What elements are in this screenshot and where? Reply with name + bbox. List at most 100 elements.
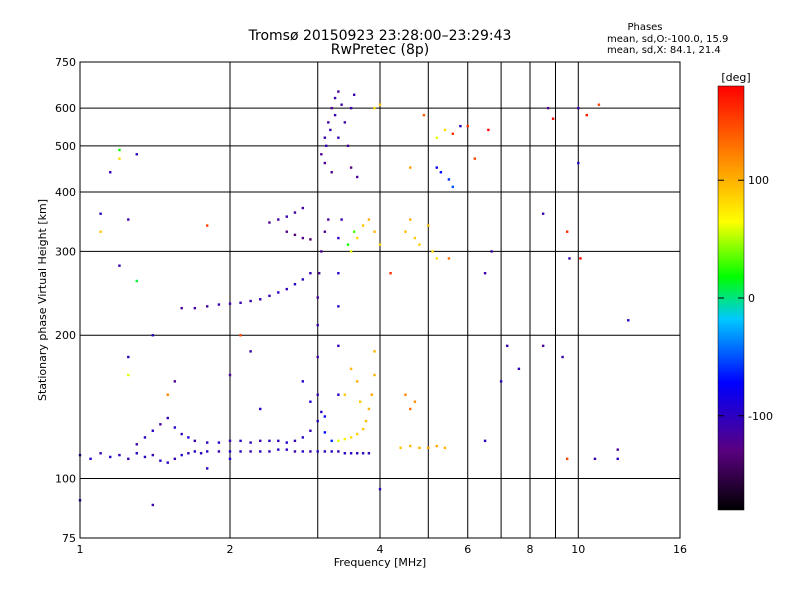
data-point [327,218,330,221]
data-point [399,446,402,450]
data-point [627,319,630,322]
data-point [346,144,350,148]
data-point [323,161,327,165]
data-point [443,446,447,450]
data-point [565,457,569,461]
data-point [337,136,340,139]
data-point [330,171,333,174]
data-point [199,452,203,455]
data-point [301,436,305,439]
data-point [337,439,340,443]
data-point [135,443,138,446]
data-point [99,452,102,455]
data-point [378,243,382,246]
data-point [389,272,392,275]
data-point [127,373,130,377]
data-point [330,450,333,453]
data-point [118,157,121,160]
data-point [205,467,209,470]
colorbar-tick-label: -100 [748,410,773,423]
data-point [151,334,155,337]
data-point [277,439,280,443]
data-point [309,400,312,403]
data-point [358,400,362,403]
data-point [316,296,319,299]
data-point [505,344,509,348]
data-point [239,450,242,453]
data-point [316,450,319,453]
data-point [323,136,327,139]
x-tick-label: 16 [673,543,687,556]
x-tick-label: 6 [464,543,471,556]
data-point [349,106,353,110]
data-point [352,93,356,96]
data-point [337,272,340,275]
data-point [316,419,319,423]
data-point [367,407,371,411]
data-point [361,224,365,227]
data-point [285,441,288,444]
data-point [217,441,221,444]
data-point [413,400,417,403]
colorbar-tick-label: 0 [748,292,755,305]
data-point [268,450,271,453]
data-point [320,250,323,253]
data-point [301,278,305,281]
data-point [367,218,371,221]
data-point [268,221,271,224]
data-point [330,439,333,443]
data-point [323,415,327,418]
data-point [349,367,353,371]
data-point [337,393,340,396]
data-point [435,444,438,448]
colorbar-ticks: 100 0 -100 [718,174,773,423]
data-point [285,287,288,291]
data-point [127,457,130,461]
data-point [409,218,412,221]
plot-frame [79,61,681,539]
data-point [293,283,297,286]
data-point [473,157,477,160]
data-point [301,450,305,453]
data-point [349,452,353,455]
data-point [427,446,430,450]
data-point [143,455,147,459]
y-tick-label: 200 [55,329,76,342]
data-point [561,355,564,359]
chart-subtitle: RwPretec (8p) [331,42,429,58]
data-point [127,218,130,221]
x-tick-label: 8 [527,543,534,556]
data-point [499,380,503,383]
data-point [293,233,297,237]
data-point [193,450,197,453]
y-tick-label: 600 [55,102,76,115]
data-point [99,230,102,233]
data-point [259,407,262,411]
data-point [239,334,242,337]
data-point [616,448,619,451]
data-point [378,103,382,106]
data-point [551,117,555,120]
data-point [330,106,333,110]
legend-line-o: mean, sd,O:-100.0, 15.9 [607,34,728,45]
data-point [418,446,421,450]
y-tick-label: 300 [55,245,76,258]
y-tick-label: 750 [55,56,76,69]
data-point [180,432,183,436]
legend-heading: Phases [627,22,662,33]
x-tick-label: 2 [227,543,234,556]
data-point [435,136,438,139]
data-points [78,90,630,507]
data-point [404,393,407,396]
data-point [301,380,305,383]
data-point [373,350,376,353]
data-point [451,132,455,135]
data-point [541,344,545,348]
data-point [173,457,177,461]
data-point [517,367,521,371]
data-point [173,380,177,383]
data-point [301,236,305,240]
data-point [259,439,262,443]
data-point [325,144,328,148]
